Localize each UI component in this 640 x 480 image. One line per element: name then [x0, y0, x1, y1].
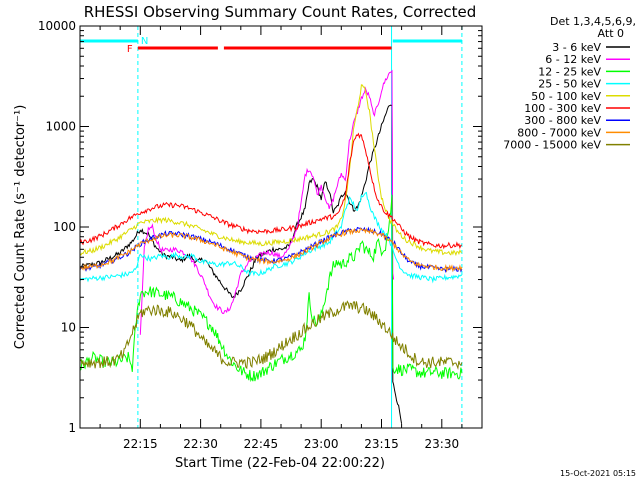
series-line [79, 132, 462, 250]
series-line [79, 227, 463, 273]
y-tick-label: 100 [53, 220, 76, 234]
y-tick-label: 10 [61, 321, 76, 335]
footer-timestamp: 15-Oct-2021 05:15 [560, 469, 636, 478]
plot-area: NF [79, 26, 463, 428]
legend-label: 800 - 7000 keV [517, 126, 601, 139]
series-line [79, 191, 462, 284]
series-line [139, 69, 395, 335]
flag-bar-label: F [127, 44, 133, 55]
series-line [79, 300, 463, 370]
x-tick-label: 23:15 [364, 437, 399, 451]
series-line [79, 84, 462, 257]
y-tick-label: 10000 [38, 19, 76, 33]
legend-label: 25 - 50 keV [538, 78, 601, 91]
chart-title: RHESSI Observing Summary Count Rates, Co… [84, 3, 477, 21]
x-axis-label: Start Time (22-Feb-04 22:00:22) [175, 456, 385, 471]
y-tick-label: 1 [68, 421, 76, 435]
legend-header: Det 1,3,4,5,6,9, [550, 15, 636, 28]
legend-label: 3 - 6 keV [552, 41, 601, 54]
legend-label: 50 - 100 keV [531, 90, 601, 103]
legend-header: Att 0 [598, 27, 624, 40]
series-line [79, 104, 403, 424]
attenuator-bar-label: N [141, 36, 148, 47]
x-tick-label: 23:30 [425, 437, 460, 451]
y-tick-label: 1000 [45, 120, 76, 134]
x-tick-label: 22:30 [183, 437, 218, 451]
legend-label: 12 - 25 keV [538, 65, 601, 78]
plot-frame [79, 25, 483, 429]
x-tick-label: 22:45 [244, 437, 279, 451]
y-axis-label: Corrected Count Rate (s⁻¹ detector⁻¹) [13, 105, 28, 350]
y-axis: 1 10 100 1000 10000 [38, 19, 482, 435]
x-axis: 22:15 22:30 22:45 23:00 23:15 23:30 [99, 26, 463, 451]
series-line [79, 194, 463, 383]
legend-label: 100 - 300 keV [524, 102, 601, 115]
x-tick-label: 22:15 [123, 437, 158, 451]
legend-label: 300 - 800 keV [524, 114, 601, 127]
legend-label: 7000 - 15000 keV [503, 139, 601, 152]
x-tick-label: 23:00 [304, 437, 339, 451]
legend-label: 6 - 12 keV [545, 53, 601, 66]
